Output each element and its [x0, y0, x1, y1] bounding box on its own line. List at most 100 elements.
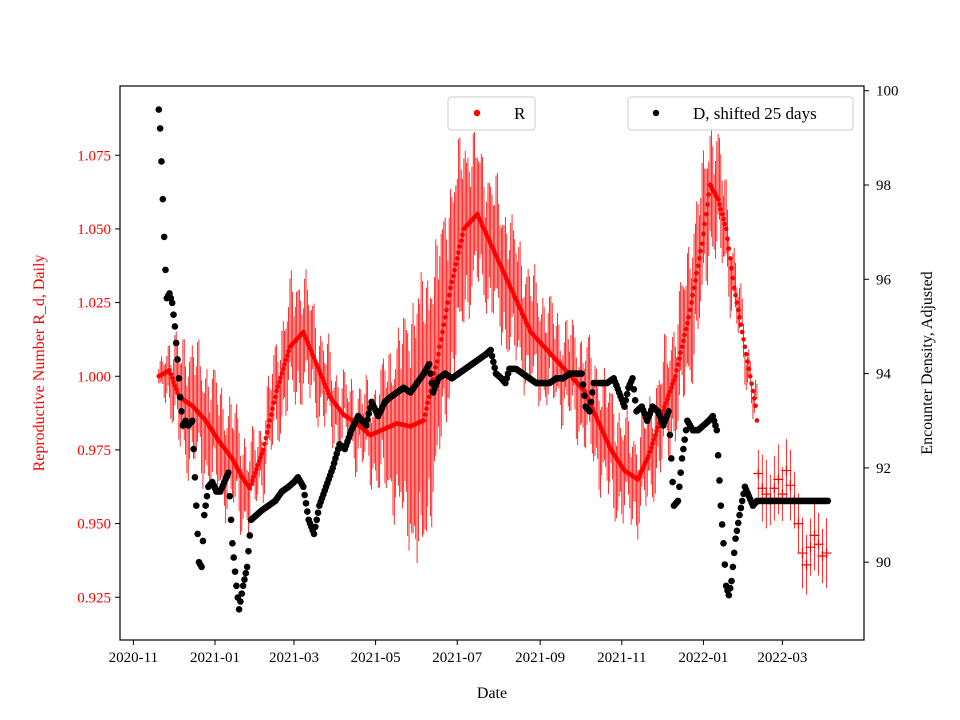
- d-point: [488, 352, 496, 360]
- r-point: [460, 232, 465, 238]
- d-point: [235, 606, 243, 613]
- d-point: [579, 381, 587, 388]
- r-point: [448, 285, 453, 291]
- r-point: [275, 384, 281, 389]
- r-point: [167, 368, 172, 373]
- r-point: [433, 365, 439, 370]
- r-point: [738, 322, 744, 327]
- d-point: [362, 422, 370, 429]
- r-point: [256, 459, 262, 464]
- r-point: [274, 388, 279, 394]
- d-point: [737, 504, 745, 512]
- r-point: [687, 307, 693, 313]
- r-point: [718, 206, 724, 212]
- r-point: [730, 275, 736, 281]
- r-point: [442, 315, 448, 320]
- r-point: [252, 470, 258, 476]
- d-point: [725, 591, 733, 599]
- r-point: [751, 396, 757, 401]
- r-point: [682, 332, 687, 338]
- r-tail-point: [793, 518, 804, 529]
- d-point: [729, 563, 737, 571]
- d-point: [314, 509, 322, 516]
- r-point: [172, 383, 178, 388]
- d-point: [365, 410, 373, 417]
- r-point: [705, 202, 710, 207]
- x-tick-label: 2021-03: [269, 650, 319, 666]
- d-point: [622, 397, 630, 404]
- r-point: [731, 285, 737, 291]
- y-right-tick-label: 98: [876, 178, 891, 194]
- r-point: [445, 300, 451, 305]
- r-point: [454, 256, 460, 261]
- y-left-tick-label: 1.050: [77, 222, 111, 238]
- r-point: [671, 377, 677, 383]
- r-point: [286, 348, 291, 354]
- plot-frame: [119, 85, 865, 641]
- r-point: [746, 366, 752, 372]
- r-point: [690, 292, 696, 298]
- d-point: [175, 375, 183, 382]
- r-point: [280, 366, 286, 372]
- r-point: [702, 221, 708, 227]
- r-point: [444, 307, 449, 313]
- r-point: [425, 400, 431, 406]
- r-tail-point: [785, 480, 796, 491]
- d-point: [623, 390, 631, 398]
- r-point: [440, 329, 445, 335]
- d-point: [242, 569, 250, 577]
- x-tick-label: 2021-07: [432, 650, 482, 666]
- legend-d-label: D, shifted 25 days: [693, 104, 817, 123]
- d-point: [674, 497, 682, 505]
- d-point: [192, 502, 200, 509]
- y-left-tick-label: 1.025: [77, 296, 111, 312]
- d-point: [245, 547, 252, 555]
- r-tail-point: [769, 483, 780, 494]
- d-point: [231, 568, 239, 575]
- d-point: [581, 392, 588, 399]
- x-tick-label: 2021-11: [597, 650, 646, 666]
- d-point: [490, 358, 497, 366]
- r-point: [250, 478, 255, 483]
- r-point: [259, 451, 265, 457]
- x-tick-label: 2021-01: [190, 650, 240, 666]
- r-point: [670, 381, 675, 387]
- d-point: [176, 393, 184, 401]
- r-point: [674, 368, 679, 373]
- r-point: [446, 292, 452, 298]
- r-point: [652, 432, 658, 438]
- d-point: [171, 323, 179, 330]
- d-point: [733, 527, 741, 535]
- d-point: [313, 516, 321, 524]
- r-point: [647, 449, 653, 454]
- r-point: [733, 292, 738, 298]
- r-point: [262, 441, 267, 447]
- d-point: [168, 299, 176, 307]
- r-point: [726, 246, 732, 251]
- r-point: [725, 236, 730, 242]
- r-point: [279, 371, 285, 376]
- r-point: [691, 285, 697, 291]
- r-point: [422, 412, 428, 417]
- r-point: [453, 261, 459, 267]
- r-point: [719, 211, 725, 217]
- y-left-tick-label: 0.975: [77, 443, 111, 459]
- r-point: [456, 250, 461, 255]
- r-point: [749, 381, 754, 386]
- r-point: [666, 393, 671, 398]
- r-tail-point: [781, 465, 792, 476]
- d-point: [160, 233, 168, 241]
- legend-d-box: [627, 96, 854, 131]
- d-point: [241, 576, 248, 583]
- r-point: [686, 315, 692, 320]
- d-point: [677, 469, 684, 476]
- d-point: [172, 339, 180, 347]
- d-point: [190, 445, 197, 453]
- r-point: [747, 373, 753, 379]
- d-point: [732, 535, 739, 542]
- r-point: [267, 418, 273, 423]
- r-point: [254, 466, 259, 472]
- d-point: [721, 561, 729, 568]
- r-point: [667, 389, 673, 394]
